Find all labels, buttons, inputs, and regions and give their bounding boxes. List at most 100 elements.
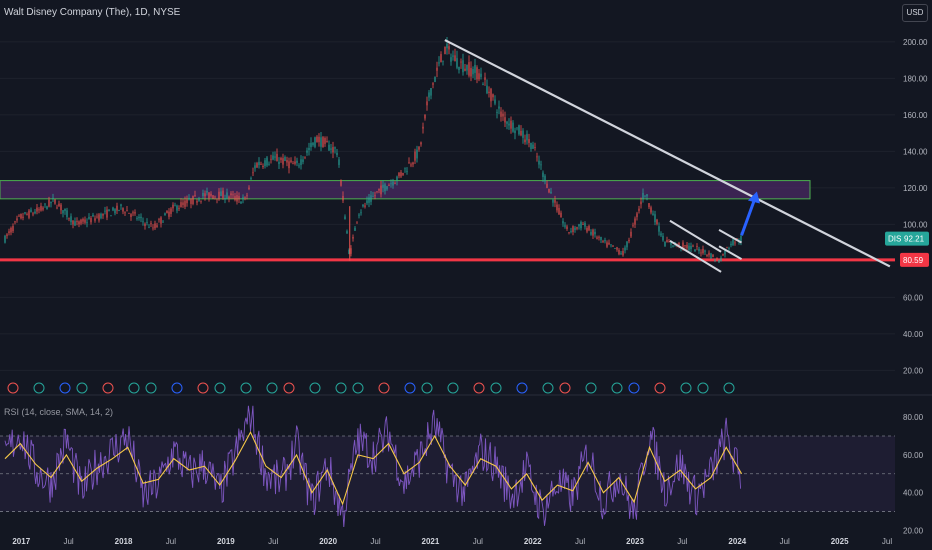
candle-body (72, 220, 74, 225)
rsi-pane (0, 405, 895, 528)
candle-body (446, 43, 448, 49)
candle-body (138, 216, 140, 219)
earnings-marker (240, 382, 252, 394)
last-price-symbol: DIS (888, 235, 901, 244)
candle-body (256, 163, 258, 168)
candle-body (308, 147, 310, 151)
earnings-marker (490, 382, 502, 394)
candle-body (520, 130, 522, 136)
candle-body (162, 221, 164, 223)
candle-body (440, 54, 442, 63)
candle-body (236, 195, 238, 202)
candle-body (68, 218, 70, 220)
candle-body (26, 214, 28, 216)
candle-body (206, 190, 208, 193)
candle-body (670, 241, 672, 245)
support-price-value: 80.59 (903, 256, 924, 265)
time-axis-label: Jul (780, 537, 790, 546)
price-axis-label: 160.00 (903, 111, 928, 120)
candle-body (556, 204, 558, 211)
price-axis-label: 180.00 (903, 74, 928, 83)
candle-body (226, 192, 228, 199)
drawing-tools[interactable] (444, 39, 891, 273)
candle-body (536, 156, 538, 158)
candle-body (644, 195, 646, 197)
arrow-head (747, 191, 760, 204)
candle-body (508, 123, 510, 126)
rsi-axis-label: 80.00 (903, 413, 924, 422)
candle-body (586, 227, 588, 232)
candle-body (558, 207, 560, 215)
candle-body (364, 205, 366, 207)
candle-body (486, 85, 488, 94)
candle-body (394, 183, 396, 185)
candle-body (574, 227, 576, 231)
candle-body (390, 183, 392, 185)
candle-body (492, 94, 494, 98)
candle-body (220, 191, 222, 197)
candle-body (608, 242, 610, 245)
candle-body (202, 192, 204, 197)
candle-body (94, 218, 96, 221)
candle-body (42, 207, 44, 210)
candle-body (300, 159, 302, 165)
candle-body (468, 62, 470, 76)
candle-body (550, 191, 552, 194)
candle-body (164, 213, 166, 215)
currency-button[interactable]: USD (902, 4, 928, 22)
candle-body (504, 117, 506, 123)
candle-body (428, 92, 430, 98)
event-markers[interactable] (7, 382, 735, 394)
candle-body (538, 160, 540, 165)
last-price-value: 92.21 (904, 235, 925, 244)
candle-body (614, 248, 616, 249)
earnings-marker (404, 382, 416, 394)
candle-body (590, 232, 592, 235)
earnings-marker (421, 382, 433, 394)
candle-body (626, 241, 628, 248)
candle-body (694, 249, 696, 252)
candle-body (684, 245, 686, 247)
candle-body (282, 158, 284, 165)
time-axis-label: 2024 (728, 537, 746, 546)
candle-body (294, 161, 296, 164)
candle-body (354, 227, 356, 231)
candle-body (246, 195, 248, 197)
candle-body (546, 183, 548, 188)
earnings-marker (76, 382, 88, 394)
candle-body (66, 210, 68, 217)
earnings-marker (447, 382, 459, 394)
candle-body (554, 200, 556, 203)
candle-body (476, 67, 478, 80)
candle-body (18, 215, 20, 217)
candle-body (388, 185, 390, 187)
candle-body (302, 159, 304, 162)
candle-body (14, 221, 16, 223)
candle-body (698, 248, 700, 252)
earnings-marker (309, 382, 321, 394)
candle-body (652, 213, 654, 215)
candle-body (316, 136, 318, 142)
candle-body (392, 181, 394, 186)
candle-body (20, 214, 22, 219)
candle-body (276, 153, 278, 162)
candle-body (444, 46, 446, 55)
candle-body (624, 247, 626, 251)
candle-body (598, 236, 600, 238)
candle-body (224, 198, 226, 200)
candle-body (342, 195, 344, 201)
candle-body (194, 195, 196, 196)
candle-body (298, 165, 300, 167)
candle-body (418, 146, 420, 150)
candle-body (62, 210, 64, 214)
candle-body (430, 87, 432, 96)
candle-body (552, 199, 554, 203)
candle-body (60, 204, 62, 211)
axes: 200.00 180.00 160.00 140.00 120.00 100.00 80.0… (12, 38, 928, 546)
candle-body (466, 65, 468, 71)
candle-body (434, 76, 436, 82)
candle-body (658, 226, 660, 232)
time-axis-label: 2025 (831, 537, 849, 546)
price-axis-label: 60.00 (903, 293, 924, 302)
